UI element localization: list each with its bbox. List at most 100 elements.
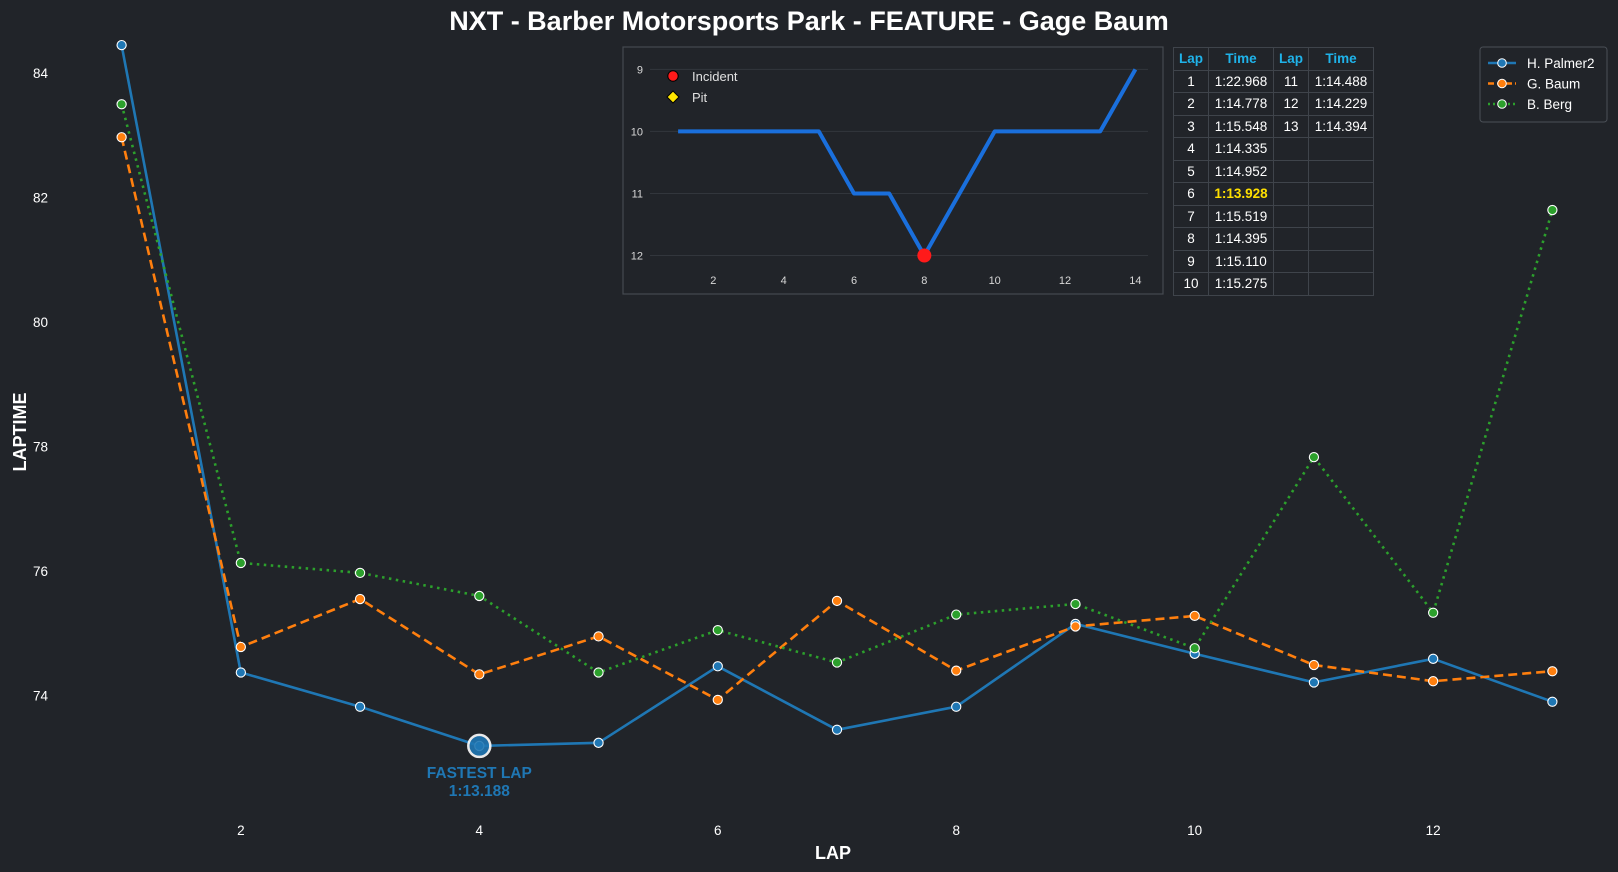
data-point-h-palmer2 xyxy=(951,701,962,712)
table-cell-time: 1:22.968 xyxy=(1208,69,1275,93)
inset-y-tick-label: 12 xyxy=(631,250,643,262)
legend-marker-b-berg xyxy=(1497,99,1507,109)
inset-x-tick-label: 4 xyxy=(781,275,787,287)
y-tick-label: 78 xyxy=(33,440,48,455)
data-point-g-baum xyxy=(951,665,962,676)
data-point-b-berg xyxy=(116,99,127,110)
table-cell-lap xyxy=(1273,182,1310,206)
incident-legend-icon xyxy=(667,70,679,82)
data-point-h-palmer2 xyxy=(116,39,127,51)
data-point-g-baum xyxy=(474,669,485,680)
table-header-lap: Lap xyxy=(1172,47,1210,71)
table-cell-time: 1:15.275 xyxy=(1208,272,1275,296)
x-tick-label: 8 xyxy=(952,823,960,838)
legend-label-h-palmer2: H. Palmer2 xyxy=(1527,56,1595,71)
table-cell-lap: 12 xyxy=(1273,92,1310,116)
data-point-b-berg xyxy=(593,667,604,678)
table-row: 3 1:15.548 13 1:14.394 xyxy=(1172,114,1375,138)
legend-marker-h-palmer2 xyxy=(1497,58,1507,68)
inset-x-tick-label: 8 xyxy=(921,275,927,287)
x-axis-label: LAP xyxy=(815,843,851,863)
table-cell-lap xyxy=(1273,227,1310,251)
data-point-h-palmer2 xyxy=(831,724,843,735)
table-row: 5 1:14.952 xyxy=(1172,159,1375,183)
pit-legend-icon xyxy=(666,90,680,104)
table-row: 7 1:15.519 xyxy=(1172,204,1375,228)
table-row: 8 1:14.395 xyxy=(1172,227,1375,251)
y-tick-label: 76 xyxy=(33,564,48,579)
y-axis-label: LAPTIME xyxy=(10,393,30,472)
table-cell-time: 1:15.110 xyxy=(1208,249,1275,273)
fastest-lap-label: FASTEST LAP xyxy=(427,765,532,782)
table-cell-time: 1:14.335 xyxy=(1208,137,1275,161)
data-point-h-palmer2 xyxy=(593,737,604,748)
data-point-b-berg xyxy=(1308,451,1320,463)
data-point-g-baum xyxy=(1070,621,1081,632)
table-cell-time: 1:14.952 xyxy=(1208,159,1275,183)
x-tick-label: 10 xyxy=(1187,823,1202,838)
legend-frame xyxy=(1479,46,1608,123)
data-point-b-berg xyxy=(1189,643,1200,654)
data-point-g-baum xyxy=(1308,659,1320,671)
table-cell-lap: 8 xyxy=(1172,227,1210,251)
table-cell-time: 1:14.394 xyxy=(1308,114,1375,138)
table-header-lap: Lap xyxy=(1273,47,1310,71)
table-cell-lap xyxy=(1273,249,1310,273)
table-cell-lap: 1 xyxy=(1172,69,1210,93)
table-row: 4 1:14.335 xyxy=(1172,137,1375,161)
y-tick-label: 82 xyxy=(33,191,48,206)
inset-y-tick-label: 10 xyxy=(631,126,643,138)
table-cell-time: 1:15.548 xyxy=(1208,114,1275,138)
table-header-time: Time xyxy=(1308,47,1375,71)
data-point-h-palmer2 xyxy=(1547,696,1558,707)
legend-label-b-berg: B. Berg xyxy=(1527,97,1572,112)
table-cell-time xyxy=(1308,137,1375,161)
x-tick-label: 12 xyxy=(1426,823,1441,838)
table-cell-time: 1:14.395 xyxy=(1208,227,1275,251)
table-cell-time: 1:14.778 xyxy=(1208,92,1275,116)
inset-x-tick-label: 6 xyxy=(851,275,857,287)
chart-title: NXT - Barber Motorsports Park - FEATURE … xyxy=(449,6,1169,36)
data-point-g-baum xyxy=(116,132,127,143)
table-cell-lap: 11 xyxy=(1273,69,1310,93)
data-point-b-berg xyxy=(951,609,962,620)
data-point-b-berg xyxy=(474,590,485,602)
data-point-h-palmer2 xyxy=(354,701,366,712)
inset-legend-label-pit: Pit xyxy=(692,90,708,105)
fastest-lap-time: 1:13.188 xyxy=(449,783,511,800)
inset-x-tick-label: 12 xyxy=(1059,275,1071,287)
y-tick-label: 84 xyxy=(33,66,49,81)
data-point-b-berg xyxy=(354,567,366,579)
lap-times-table: Lap Time Lap Time 1 1:22.968 11 1:14.488 2 1:… xyxy=(1172,47,1375,296)
data-point-h-palmer2 xyxy=(235,667,246,678)
y-tick-label: 74 xyxy=(33,689,49,704)
table-cell-lap: 7 xyxy=(1172,204,1210,228)
inset-x-tick-label: 2 xyxy=(710,275,716,287)
data-point-g-baum xyxy=(1547,666,1558,677)
table-cell-lap: 9 xyxy=(1172,249,1210,273)
table-cell-lap: 10 xyxy=(1172,272,1210,296)
data-point-g-baum xyxy=(593,631,604,642)
table-cell-time: 1:14.488 xyxy=(1308,69,1375,93)
y-tick-label: 80 xyxy=(33,315,48,330)
data-point-g-baum xyxy=(831,595,843,607)
table-cell-time: 1:15.519 xyxy=(1208,204,1275,228)
x-tick-label: 6 xyxy=(714,823,722,838)
inset-y-tick-label: 9 xyxy=(637,64,643,76)
table-cell-lap: 6 xyxy=(1172,182,1210,206)
legend-marker-g-baum xyxy=(1497,78,1507,89)
table-cell-time xyxy=(1308,159,1375,183)
table-cell-lap xyxy=(1273,272,1310,296)
table-cell-lap xyxy=(1273,204,1310,228)
table-row: 6 1:13.928 xyxy=(1172,182,1375,206)
table-cell-time xyxy=(1308,182,1375,206)
data-point-g-baum xyxy=(354,593,366,605)
table-row: 2 1:14.778 12 1:14.229 xyxy=(1172,92,1375,116)
inset-legend-label-incident: Incident xyxy=(692,69,738,84)
data-point-h-palmer2 xyxy=(1308,677,1320,688)
table-cell-lap: 2 xyxy=(1172,92,1210,116)
table-cell-time xyxy=(1308,204,1375,228)
data-point-b-berg xyxy=(831,657,843,668)
table-cell-lap: 4 xyxy=(1172,137,1210,161)
inset-x-tick-label: 10 xyxy=(989,275,1001,287)
